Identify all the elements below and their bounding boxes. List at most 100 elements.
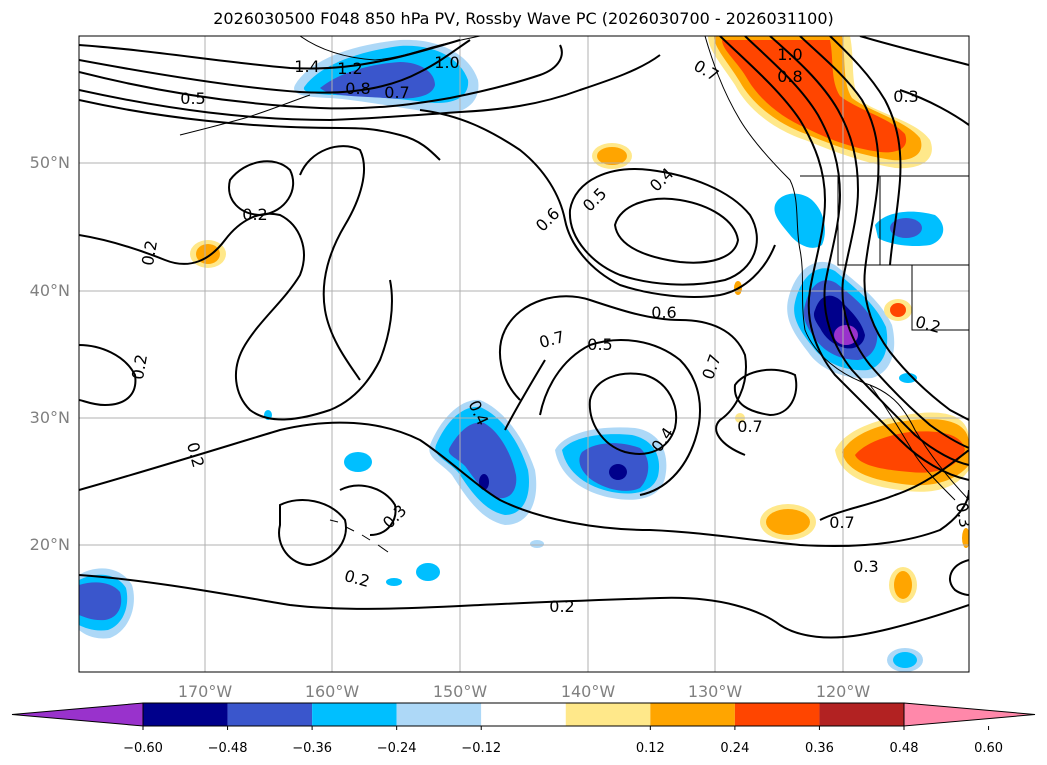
colorbar-segment (312, 703, 397, 726)
negative-anomaly-alaska-core (320, 62, 435, 99)
colorbar-tick-label: −0.48 (208, 741, 248, 756)
negative-anomaly-california-extreme (834, 325, 858, 345)
contour-label: 0.2 (138, 239, 161, 267)
contour-label: 0.2 (913, 312, 943, 337)
negative-anomaly-small-4 (530, 540, 544, 548)
contour-label: 0.5 (587, 335, 612, 354)
contour-0.7-east (733, 368, 798, 417)
contour-label: 0.7 (384, 83, 409, 102)
contour-label: 0.5 (180, 89, 205, 108)
contour-1.4 (79, 39, 461, 70)
colorbar-segment (565, 703, 651, 726)
lat-label: 40°N (30, 281, 70, 300)
colorbar-segment (650, 703, 735, 726)
contour-label: 0.7 (537, 327, 567, 352)
contour-east-wave (859, 36, 969, 126)
contour-label: 0.2 (128, 353, 151, 381)
contour-label: 0.3 (379, 501, 410, 532)
colorbar-segment (819, 703, 904, 726)
lon-label: 130°W (688, 682, 743, 701)
longitude-labels: 170°W 160°W 150°W 140°W 130°W 120°W (178, 682, 871, 701)
map-title: 2026030500 F048 850 hPa PV, Rossby Wave … (213, 9, 834, 28)
pv-contours (79, 36, 969, 639)
positive-anomaly-small-4-core (894, 571, 912, 599)
hawaii-islands (329, 519, 389, 553)
colorbar: −0.60 −0.48 −0.36 −0.24 −0.12 0.12 0.24 0.36 0.4… (11, 702, 1036, 756)
contour-1.0 (79, 39, 471, 94)
contour-label: 1.2 (337, 59, 362, 78)
contour-label: 0.6 (532, 204, 563, 235)
contour-0.6 (419, 109, 776, 298)
contour-0.7-north (79, 44, 563, 110)
contour-label: 0.7 (829, 513, 854, 532)
contour-label: 1.4 (294, 57, 319, 76)
colorbar-tick-label: 0.60 (974, 741, 1003, 756)
negative-anomaly-southwest-core (79, 582, 122, 621)
colorbar-frame (142, 702, 905, 727)
colorbar-segment (396, 703, 482, 726)
contour-label: 0.2 (342, 566, 372, 591)
contour-ridge-3 (769, 36, 969, 449)
aleutian-islands (179, 94, 311, 136)
contour-0.2-long (79, 212, 393, 421)
contour-0.2-inner (299, 145, 366, 381)
negative-anomaly-central-core (448, 422, 517, 499)
colorbar-tick-label: 0.24 (720, 741, 749, 756)
contour-label: 0.3 (853, 557, 878, 576)
lon-label: 170°W (178, 682, 233, 701)
contour-0.3-south (79, 421, 969, 548)
contour-0.2-west (228, 160, 295, 217)
contour-label: 0.3 (893, 87, 918, 106)
contour-east-south (949, 559, 969, 596)
colorbar-segment (143, 703, 228, 726)
contour-label: 0.7 (690, 56, 722, 85)
map-frame (78, 35, 970, 673)
negative-anomaly-small-2 (386, 578, 402, 586)
lat-label: 20°N (30, 535, 70, 554)
contour-label: 0.3 (952, 501, 975, 529)
contour-0.2-south (79, 574, 969, 639)
negative-anomaly-hawaii (344, 452, 372, 472)
border-states (837, 176, 969, 331)
contour-label: 1.0 (434, 53, 459, 72)
map-plot-area: 1.4 1.2 1.0 0.8 0.7 0.5 0.2 0.2 0.2 0.2 0.6 0.5 0.4 0… (79, 36, 975, 672)
contour-label: 1.0 (777, 45, 802, 64)
contour-west-small (79, 344, 137, 407)
positive-anomaly-gulf-alaska-core (722, 40, 907, 153)
negative-anomaly-bc (774, 193, 825, 248)
colorbar-tick-label: 0.36 (805, 741, 834, 756)
colorbar-segment (734, 703, 820, 726)
coastline-north-america (704, 36, 969, 501)
positive-anomaly-small-8 (962, 528, 969, 548)
lat-label: 50°N (30, 153, 70, 172)
contour-0.5-mid (539, 339, 701, 496)
colorbar-extend-low (11, 702, 144, 727)
shaded-anomalies (79, 36, 969, 672)
contour-label: 0.7 (737, 417, 762, 436)
negative-anomaly-interior-core (890, 218, 922, 238)
contour-ridge-2 (744, 36, 969, 466)
contour-label: 0.7 (698, 352, 725, 382)
lon-label: 160°W (305, 682, 360, 701)
colorbar-extend-high (903, 702, 1036, 727)
contour-0.7-mid (504, 295, 747, 456)
contour-0.7-coast (819, 449, 969, 521)
contour-0.2-south-inner (278, 499, 347, 567)
contour-ridge-5 (829, 36, 902, 266)
contour-label: 0.2 (183, 440, 208, 470)
lon-label: 140°W (561, 682, 616, 701)
contour-0.4-mid (588, 372, 678, 455)
negative-anomaly-small-6 (899, 373, 917, 383)
contour-0.5-ring (568, 168, 758, 286)
colorbar-segment (227, 703, 313, 726)
colorbar-tick-label: 0.12 (636, 741, 665, 756)
positive-anomaly-small-1-core (597, 147, 627, 165)
contour-label: 0.2 (549, 597, 574, 616)
lat-label: 30°N (30, 408, 70, 427)
negative-anomaly-small-5-core (893, 652, 917, 668)
latitude-labels: 50°N 40°N 30°N 20°N (30, 153, 70, 554)
contour-label: 0.8 (777, 67, 802, 86)
contour-label: 0.5 (579, 184, 610, 215)
lon-label: 120°W (816, 682, 871, 701)
